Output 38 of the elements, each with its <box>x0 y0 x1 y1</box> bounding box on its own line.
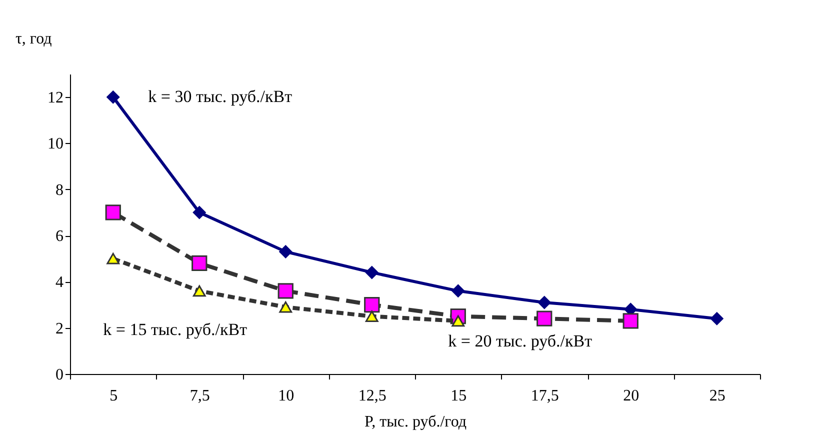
point <box>279 245 292 258</box>
x-tick-label: 12,5 <box>358 388 386 404</box>
x-tick-label: 17,5 <box>530 388 559 404</box>
point <box>106 90 120 104</box>
series-label: k = 20 тыс. руб./кВт <box>448 332 593 351</box>
point <box>105 204 121 220</box>
point <box>192 285 206 297</box>
point <box>365 310 378 322</box>
series-label: k = 30 тыс. руб./кВт <box>148 87 293 106</box>
point <box>452 284 465 298</box>
point <box>278 283 294 299</box>
y-tick-label: 2 <box>56 320 64 338</box>
x-tick-label: 15 <box>450 388 467 404</box>
point <box>452 315 465 327</box>
point <box>365 266 378 279</box>
series-label: k = 15 тыс. руб./кВт <box>103 320 248 340</box>
y-axis-title: τ, год <box>16 30 52 48</box>
x-tick-label: 10 <box>278 388 294 404</box>
x-tick-label: 25 <box>709 388 726 404</box>
y-tick-label: 10 <box>48 136 64 153</box>
x-axis-title: P, тыс. руб./год <box>364 414 466 430</box>
x-tick-label: 5 <box>110 388 118 404</box>
y-tick-label: 4 <box>56 274 64 292</box>
y-tick-label: 12 <box>48 90 64 107</box>
point <box>192 255 208 272</box>
x-tick-label: 7,5 <box>190 388 210 404</box>
y-tick-label: 0 <box>56 366 64 384</box>
point <box>106 252 120 264</box>
point <box>538 296 551 309</box>
point <box>710 312 724 326</box>
point <box>622 313 638 329</box>
point <box>192 206 206 219</box>
point <box>364 296 380 313</box>
point <box>279 301 292 313</box>
y-tick-label: 6 <box>56 228 64 246</box>
x-tick-label: 20 <box>623 388 640 404</box>
y-tick-label: 8 <box>56 182 64 199</box>
point <box>536 310 552 326</box>
